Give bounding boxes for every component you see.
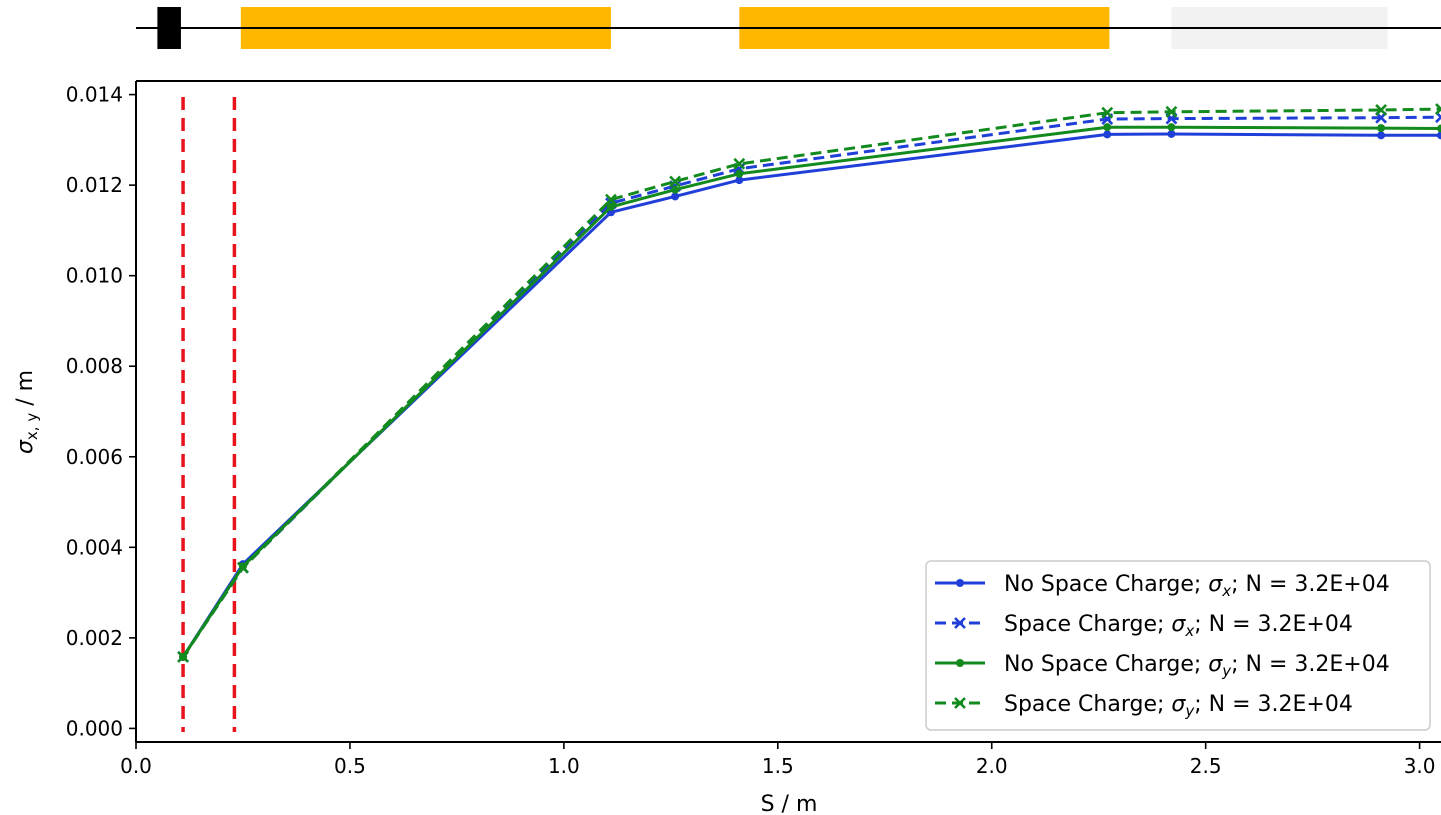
legend-label-1: Space Charge; σx; N = 3.2E+04 (1004, 612, 1353, 640)
series-3-point-0 (177, 650, 189, 663)
series-2-point-7 (1377, 124, 1386, 133)
series-0-point-5 (1103, 130, 1112, 139)
lattice-strip (136, 7, 1441, 49)
plot-clip-group (177, 97, 1441, 732)
legend-label-2: No Space Charge; σy; N = 3.2E+04 (1004, 652, 1390, 680)
plot-area (177, 97, 1441, 732)
y-tick-label-7: 0.014 (66, 83, 123, 107)
series-3-point-2 (605, 193, 617, 206)
x-tick-label-2: 1.0 (548, 754, 580, 778)
y-tick-label-5: 0.010 (66, 264, 123, 288)
series-3-point-7 (1375, 104, 1388, 116)
legend-box (925, 560, 1431, 731)
series-2-point-6 (1167, 123, 1176, 132)
y-tick-label-6: 0.012 (66, 173, 123, 197)
legend-marker-1 (954, 617, 966, 629)
y-tick-label-3: 0.006 (66, 445, 123, 469)
y-tick-label-4: 0.008 (66, 354, 123, 378)
series-2-point-4 (735, 169, 744, 178)
legend-entry-3: Space Charge; σy; N = 3.2E+04 (935, 692, 1353, 720)
series-2-point-5 (1103, 123, 1112, 132)
series-3 (177, 103, 1441, 663)
y-tick-label-1: 0.002 (66, 626, 123, 650)
series-0-point-6 (1167, 129, 1176, 138)
series-line-3 (181, 107, 1441, 658)
legend-entry-1: Space Charge; σx; N = 3.2E+04 (935, 612, 1353, 640)
series-3-point-4 (733, 157, 746, 170)
x-axis-label: S / m (761, 792, 818, 815)
series-0-point-8 (1437, 131, 1441, 140)
series-0-point-3 (671, 192, 680, 201)
legend-marker-2 (956, 659, 964, 667)
series-2-point-2 (606, 202, 615, 211)
series-2-point-8 (1437, 124, 1441, 133)
legend: No Space Charge; σx; N = 3.2E+04 Space Ch… (925, 560, 1431, 731)
legend-label-3: Space Charge; σy; N = 3.2E+04 (1004, 692, 1353, 720)
legend-entry-0: No Space Charge; σx; N = 3.2E+04 (935, 572, 1390, 600)
y-tick-label-0: 0.000 (66, 716, 123, 740)
series-3-point-3 (669, 175, 682, 188)
y-tick-label-2: 0.004 (66, 535, 123, 559)
series-0-point-4 (735, 176, 744, 185)
y-axis-label: σx, y / m (13, 370, 41, 454)
series-0-point-7 (1377, 131, 1386, 140)
series-3-point-6 (1165, 105, 1178, 118)
legend-marker-3 (954, 697, 966, 709)
x-tick-label-3: 1.5 (762, 754, 794, 778)
x-tick-label-4: 2.0 (976, 754, 1008, 778)
legend-marker-0 (956, 579, 964, 587)
series-3-point-1 (237, 561, 249, 574)
x-tick-label-0: 0.0 (120, 754, 152, 778)
x-tick-label-6: 3.0 (1404, 754, 1436, 778)
series-3-point-5 (1101, 106, 1114, 119)
axes: 0.0 0.5 1.0 1.5 2.0 2.5 3.0 0.000 0.002 0.004 0.00… (66, 80, 1441, 778)
x-tick-label-5: 2.5 (1190, 754, 1222, 778)
legend-label-0: No Space Charge; σx; N = 3.2E+04 (1004, 572, 1390, 600)
x-tick-label-1: 0.5 (334, 754, 366, 778)
legend-entry-2: No Space Charge; σy; N = 3.2E+04 (935, 652, 1390, 680)
series-3-point-8 (1435, 103, 1441, 115)
series-2-point-3 (671, 185, 680, 194)
